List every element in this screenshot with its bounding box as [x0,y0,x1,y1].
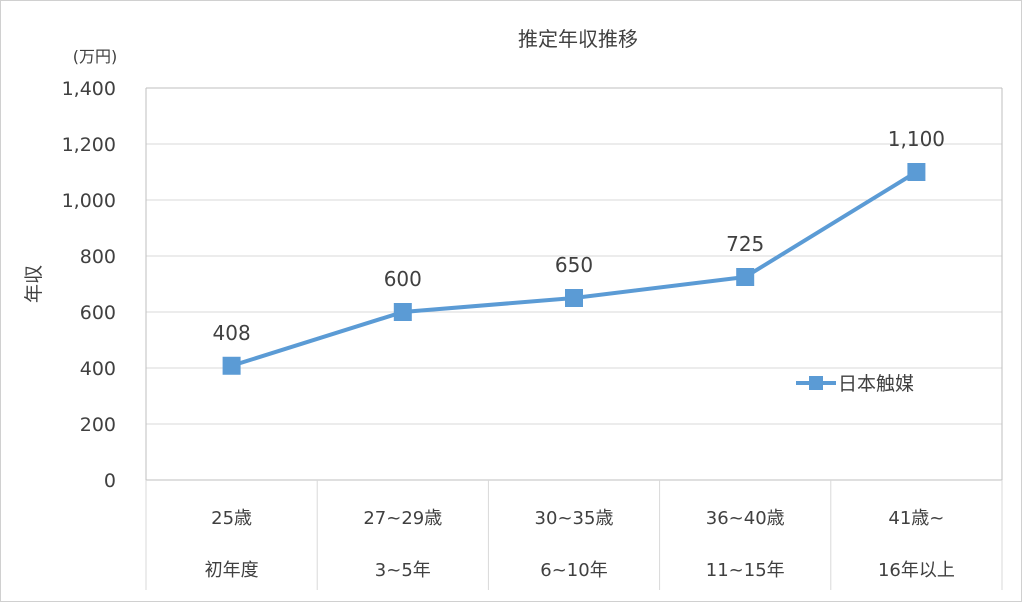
y-axis-title: 年収 [23,265,45,303]
data-point-marker [736,268,755,286]
y-tick-label: 800 [80,246,116,268]
y-tick-label: 600 [80,302,116,324]
y-tick-label: 400 [80,358,116,380]
axes [145,87,1003,590]
gridlines [146,87,1002,425]
data-point-marker [222,356,241,375]
unit-label: (万円) [73,47,118,66]
y-tick-label: 1,400 [62,78,116,100]
y-tick-label: 0 [104,470,116,492]
category-label-line1: 36~40歳 [706,508,785,529]
series [222,163,926,375]
data-label: 1,100 [888,127,945,151]
data-labels: 408 600 650 725 1,100 [213,127,946,345]
data-label: 408 [213,321,251,345]
legend: 日本触媒 [796,373,914,395]
category-label-line2: 16年以上 [878,560,955,581]
category-label-line2: 6~10年 [540,560,607,581]
y-tick-labels: 0 200 400 600 800 1,000 1,200 1,400 [62,78,116,492]
data-point-marker [393,303,412,321]
category-label-line1: 27~29歳 [363,508,442,529]
category-label-line2: 11~15年 [706,560,785,581]
chart-title: 推定年収推移 [518,27,638,51]
data-point-marker [565,289,583,307]
category-label-line2: 3~5年 [375,560,431,581]
category-label-line1: 25歳 [211,508,252,529]
y-tick-label: 1,000 [62,190,116,212]
category-label-line2: 初年度 [205,560,259,581]
data-label: 600 [384,267,422,291]
category-label-line1: 30~35歳 [535,508,614,529]
legend-marker [809,376,823,390]
category-label-line1: 41歳~ [888,508,944,529]
y-tick-label: 1,200 [62,134,116,156]
legend-label: 日本触媒 [838,373,914,395]
data-label: 650 [555,253,593,277]
y-tick-label: 200 [80,414,116,436]
data-label: 725 [726,232,764,256]
data-point-marker [907,163,926,181]
